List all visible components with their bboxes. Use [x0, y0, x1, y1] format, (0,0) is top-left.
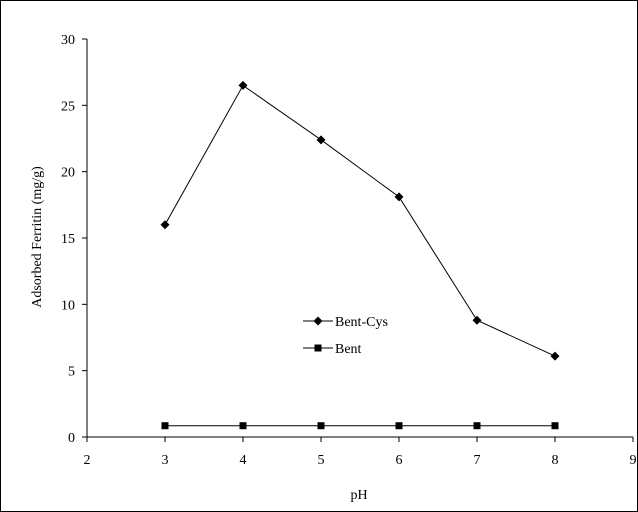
y-ticks: 0 5 10 15 20 25 30 [61, 33, 87, 446]
x-tick-label: 7 [474, 453, 481, 468]
x-tick-label: 3 [162, 453, 169, 468]
bent-cys-line [164, 84, 556, 357]
y-tick-label: 0 [68, 431, 75, 446]
y-tick-label: 20 [61, 166, 75, 181]
bent-point [239, 422, 247, 430]
series-layer [160, 80, 560, 430]
x-tick-label: 6 [396, 453, 403, 468]
bent-cys-point [316, 135, 326, 145]
bent-cys-point [160, 220, 170, 230]
bent-cys-point [550, 351, 560, 361]
x-tick-label: 9 [630, 453, 637, 468]
y-tick-label: 30 [61, 33, 75, 48]
x-tick-label: 5 [318, 453, 325, 468]
legend-bent-marker [314, 344, 322, 352]
legend-bent-label: Bent [335, 342, 362, 357]
bent-point [317, 422, 325, 430]
bent-point [395, 422, 403, 430]
axes [86, 39, 633, 438]
y-tick-label: 10 [61, 298, 75, 313]
y-axis-label: Adsorbed Ferritin (mg/g) [30, 166, 45, 308]
legend-bent-cys-marker [313, 316, 323, 326]
bent-cys-point [472, 315, 482, 325]
bent-cys-point [394, 192, 404, 202]
x-tick-label: 8 [552, 453, 559, 468]
y-tick-label: 5 [68, 365, 75, 380]
legend-bent-cys-label: Bent-Cys [335, 315, 388, 330]
x-tick-label: 2 [84, 453, 91, 468]
x-tick-label: 4 [240, 453, 247, 468]
bent-point [473, 422, 481, 430]
x-axis-label: pH [350, 488, 367, 503]
x-ticks: 2 3 4 5 6 7 8 9 [84, 437, 637, 468]
bent-point [161, 422, 169, 430]
bent-point [551, 422, 559, 430]
bent-cys-point [238, 80, 248, 90]
legend: Bent-Cys Bent [303, 315, 388, 357]
y-tick-label: 15 [61, 232, 75, 247]
y-tick-label: 25 [61, 99, 75, 114]
